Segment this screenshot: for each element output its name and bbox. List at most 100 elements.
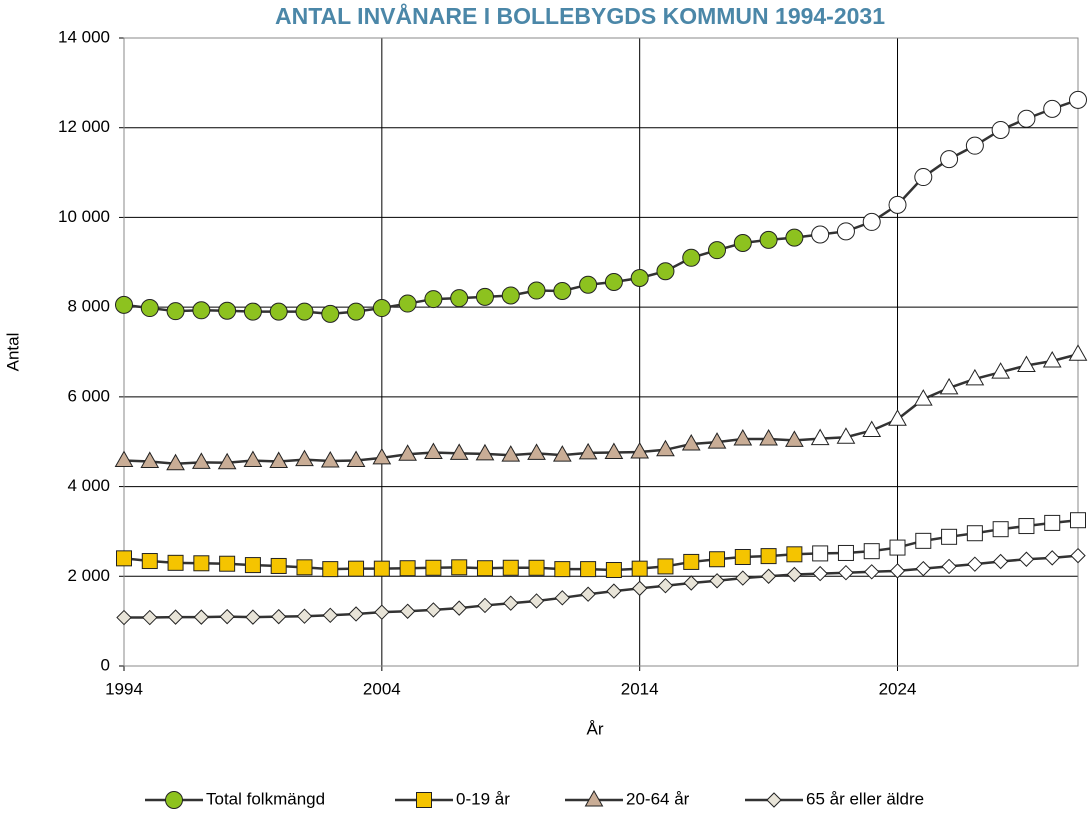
marker (115, 295, 133, 314)
marker (398, 294, 417, 313)
marker (167, 554, 184, 571)
marker (320, 450, 340, 468)
marker (785, 228, 804, 247)
marker (502, 559, 519, 576)
marker (786, 566, 803, 583)
marker (941, 528, 958, 545)
marker (552, 445, 572, 462)
legend-label: 0-19 år (456, 789, 510, 808)
marker (862, 420, 882, 437)
marker (864, 564, 880, 580)
marker (219, 608, 235, 625)
marker (321, 304, 340, 323)
y-tick-label: 0 (101, 655, 110, 674)
marker (140, 451, 160, 468)
marker (1043, 99, 1062, 118)
marker (476, 560, 493, 577)
marker (166, 302, 185, 321)
marker (991, 120, 1010, 139)
marker (554, 561, 571, 578)
marker (399, 560, 416, 577)
x-tick-label: 2024 (879, 679, 917, 698)
marker (733, 233, 752, 252)
marker (372, 447, 392, 465)
marker (1069, 90, 1087, 109)
marker (760, 568, 777, 584)
y-tick-label: 8 000 (67, 297, 110, 316)
marker (501, 286, 520, 305)
marker (631, 580, 648, 597)
marker (631, 560, 648, 577)
x-tick-label: 2004 (363, 679, 401, 698)
marker (475, 287, 494, 306)
marker (966, 525, 983, 542)
marker (1018, 518, 1035, 535)
marker (1044, 550, 1060, 566)
marker (192, 301, 211, 320)
marker (889, 563, 906, 579)
marker (1017, 355, 1036, 372)
marker (553, 281, 572, 300)
marker (245, 609, 261, 625)
marker (475, 443, 495, 461)
marker (425, 602, 442, 618)
marker (1070, 512, 1086, 529)
marker (812, 565, 828, 582)
marker (939, 377, 959, 395)
marker (346, 450, 366, 468)
legend-label: 20-64 år (626, 789, 690, 808)
marker (862, 212, 881, 231)
marker (219, 555, 236, 572)
legend-marker (416, 792, 432, 808)
marker (838, 564, 854, 581)
y-tick-label: 12 000 (58, 117, 110, 136)
marker (295, 449, 314, 467)
marker (992, 553, 1009, 570)
marker (116, 609, 132, 626)
marker (348, 560, 365, 577)
marker (915, 560, 932, 577)
chart-title: ANTAL INVÅNARE I BOLLEBYGDS KOMMUN 1994-… (275, 2, 885, 29)
marker (296, 559, 313, 576)
marker (1070, 547, 1086, 564)
marker (760, 548, 777, 565)
marker (837, 544, 854, 561)
marker (836, 222, 855, 241)
marker (269, 302, 288, 321)
marker (116, 550, 132, 567)
marker (941, 558, 957, 575)
marker (372, 299, 391, 318)
marker (683, 553, 700, 570)
marker (528, 593, 545, 609)
marker (425, 559, 442, 576)
marker (296, 608, 313, 624)
marker (785, 430, 804, 447)
marker (708, 241, 727, 260)
marker (1042, 350, 1062, 368)
marker (142, 609, 158, 626)
marker (528, 559, 545, 576)
marker (915, 532, 932, 549)
marker (940, 150, 959, 169)
marker (424, 442, 443, 459)
marker (503, 595, 519, 611)
marker (424, 290, 443, 309)
marker (657, 558, 674, 575)
x-tick-label: 2014 (621, 679, 659, 698)
marker (398, 444, 417, 461)
marker (657, 577, 674, 594)
marker (863, 543, 880, 560)
marker (580, 586, 596, 602)
marker (1017, 109, 1036, 128)
marker (451, 600, 467, 616)
marker (733, 429, 753, 446)
marker (114, 450, 134, 468)
marker (656, 439, 675, 457)
plot-border (123, 37, 1079, 667)
x-axis-label: År (587, 719, 604, 738)
marker (707, 432, 727, 449)
marker (270, 608, 287, 625)
marker (270, 557, 287, 574)
marker (373, 560, 390, 577)
legend-marker (766, 792, 782, 808)
